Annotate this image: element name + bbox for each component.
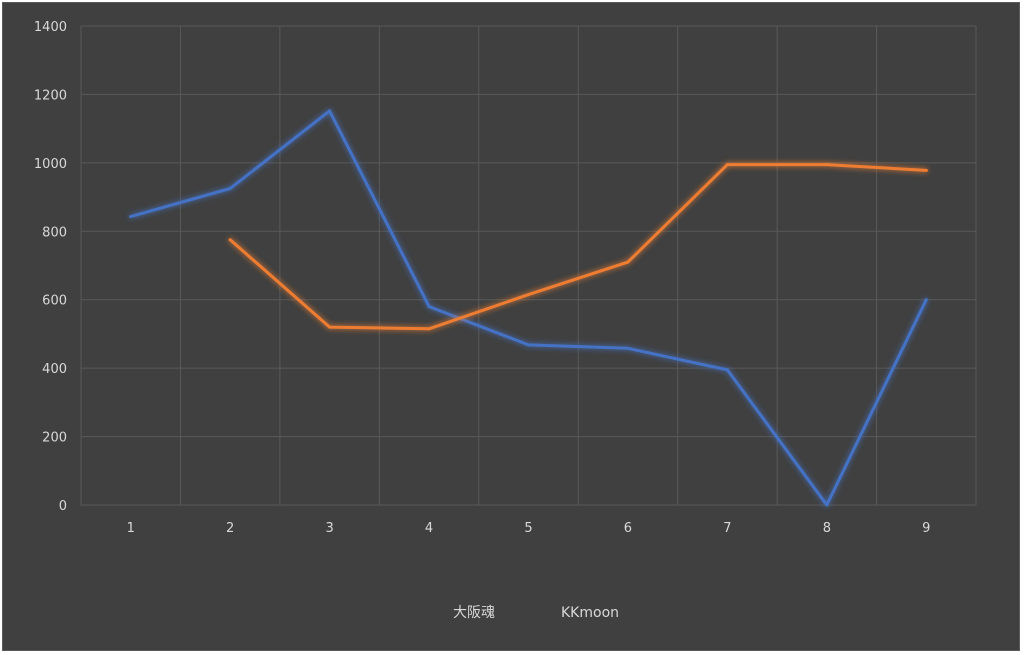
- gridlines: [80, 25, 977, 506]
- data-point: [725, 163, 729, 167]
- series-line-1: [129, 109, 928, 507]
- data-point: [228, 187, 232, 191]
- data-point: [924, 298, 928, 302]
- y-tick-label: 200: [42, 431, 67, 446]
- x-tick-label: 3: [325, 521, 333, 536]
- x-tick-label: 7: [723, 521, 731, 536]
- x-tick-label: 2: [226, 521, 234, 536]
- data-point: [328, 325, 332, 329]
- data-point: [825, 503, 829, 507]
- data-point: [626, 346, 630, 350]
- y-tick-label: 400: [42, 362, 67, 377]
- data-point: [626, 260, 630, 264]
- y-axis-tick-labels: 0 200 400 600 800 1000 1200 1400: [34, 20, 67, 514]
- data-point: [825, 163, 829, 167]
- data-point: [527, 293, 530, 297]
- y-tick-label: 1400: [34, 20, 67, 35]
- legend-label: 大阪魂: [453, 605, 495, 621]
- x-axis-tick-labels: 1 2 3 4 5 6 7 8 9: [127, 521, 931, 536]
- x-tick-label: 1: [127, 521, 135, 536]
- y-tick-label: 800: [42, 225, 67, 240]
- data-point: [427, 327, 431, 331]
- line-chart: 0 200 400 600 800 1000 1200 1400 1 2 3 4 5 6 7 8 9 大阪魂 K…: [34, 20, 977, 621]
- x-tick-label: 9: [922, 521, 930, 536]
- y-tick-label: 1200: [34, 88, 67, 103]
- x-tick-label: 4: [425, 521, 433, 536]
- legend: 大阪魂 KKmoon: [409, 605, 619, 621]
- x-tick-label: 6: [624, 521, 632, 536]
- y-tick-label: 600: [42, 294, 67, 309]
- y-tick-label: 0: [59, 499, 67, 514]
- x-tick-label: 5: [524, 521, 532, 536]
- data-point: [328, 109, 332, 113]
- data-point: [527, 343, 530, 347]
- legend-label: KKmoon: [561, 605, 619, 621]
- series-line-2: [228, 163, 928, 331]
- series-lines: [129, 109, 928, 507]
- legend-item-2: KKmoon: [517, 605, 619, 621]
- x-tick-label: 8: [823, 521, 831, 536]
- data-point: [427, 305, 431, 309]
- data-point: [228, 238, 232, 242]
- data-point: [129, 215, 133, 219]
- legend-item-1: 大阪魂: [409, 605, 495, 621]
- data-point: [924, 168, 928, 172]
- y-tick-label: 1000: [34, 157, 67, 172]
- data-point: [725, 368, 729, 372]
